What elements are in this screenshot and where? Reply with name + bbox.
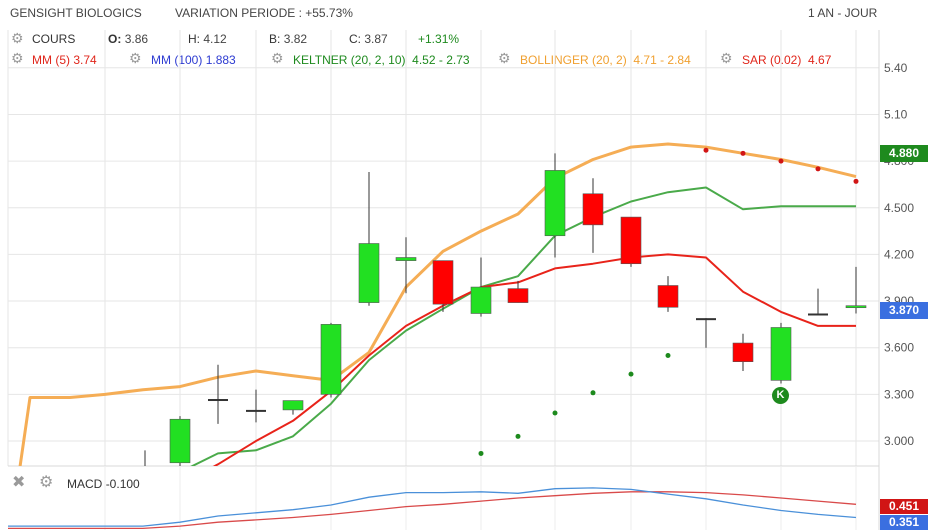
macd-close-icon[interactable]: ✖ (12, 474, 26, 491)
sar-dots (478, 147, 859, 456)
keltner-label: KELTNER (20, 2, 10) (293, 53, 406, 67)
sar-dot (815, 166, 821, 172)
y-tick-label: 4.500 (884, 201, 914, 215)
candle-body (208, 399, 228, 402)
candle-body (657, 285, 679, 308)
y-tick-label: 3.000 (884, 434, 914, 448)
mm5-indicator: MM (5) 3.74 (32, 53, 97, 67)
candle-body (395, 257, 417, 261)
sar-settings-gear-icon[interactable]: ⚙ (720, 50, 733, 66)
last-price-tag-green: 4.880 (880, 145, 928, 162)
mm100-settings-gear-icon[interactable]: ⚙ (129, 50, 142, 66)
last-price-tag-blue: 3.870 (880, 302, 928, 319)
candle-body (320, 324, 342, 395)
candle-body (432, 260, 454, 305)
indicator-lines (18, 142, 857, 466)
candle-body (845, 305, 867, 309)
sar-dot (740, 150, 746, 156)
close-value: 3.87 (364, 32, 388, 46)
low-value: 3.82 (283, 32, 308, 46)
low-label: B: (269, 32, 281, 46)
keltner-indicator: KELTNER (20, 2, 10) 4.52 - 2.73 (293, 53, 470, 67)
period-selector[interactable]: 1 AN - JOUR (808, 6, 878, 20)
candle-body (582, 193, 604, 226)
candle-body (808, 313, 828, 316)
y-tick-label: 3.300 (884, 387, 914, 401)
change-percent: +1.31% (418, 32, 460, 46)
company-name: GENSIGHT BIOLOGICS (10, 6, 142, 20)
y-tick-label: 3.600 (884, 341, 914, 355)
sar-dot (665, 352, 671, 358)
macd-line-tag: 0.351 (880, 515, 928, 530)
open-quote: O: 3.86 (108, 32, 148, 46)
high-label: H: (188, 32, 200, 46)
candle-body (282, 400, 304, 411)
y-tick-label: 5.40 (884, 61, 908, 75)
keltner-line (190, 186, 856, 466)
mm100-value: 1.883 (205, 53, 236, 67)
high-value: 4.12 (203, 32, 227, 46)
period-variation: VARIATION PERIODE : +55.73% (175, 6, 353, 20)
mm5-label: MM (5) (32, 53, 70, 67)
macd-signal-tag: 0.451 (880, 499, 928, 514)
mm100-indicator: MM (100) 1.883 (151, 53, 236, 67)
y-axis-ticks: 5.405.104.8004.5004.2003.9003.6003.3003.… (884, 61, 914, 448)
sar-dot (590, 390, 596, 396)
macd-line (8, 487, 857, 527)
sar-dot (478, 450, 484, 456)
sar-label: SAR (0.02) (742, 53, 802, 67)
keltner-settings-gear-icon[interactable]: ⚙ (271, 50, 284, 66)
macd-panel (8, 466, 857, 530)
candle-body (246, 409, 266, 412)
candle-body (169, 418, 191, 464)
sar-dot (778, 158, 784, 164)
close-label: C: (349, 32, 361, 46)
mm100-label: MM (100) (151, 53, 203, 67)
low-quote: B: 3.82 (269, 32, 307, 46)
sar-dot (515, 433, 521, 439)
cours-settings-gear-icon[interactable]: ⚙ (11, 30, 24, 46)
k-marker-badge[interactable]: K (772, 387, 789, 404)
candle-body (358, 243, 380, 303)
candle-body (770, 327, 792, 381)
candle-body (620, 216, 642, 265)
bollinger-settings-gear-icon[interactable]: ⚙ (498, 50, 511, 66)
sar-dot (703, 147, 709, 153)
mm5-settings-gear-icon[interactable]: ⚙ (11, 50, 24, 66)
candles (144, 153, 867, 466)
sar-dot (552, 410, 558, 416)
bollinger-line (18, 142, 857, 466)
cours-label: COURS (32, 32, 76, 46)
y-tick-label: 4.200 (884, 247, 914, 261)
open-value: 3.86 (124, 32, 149, 46)
macd-value: -0.100 (105, 477, 140, 491)
open-label: O: (108, 32, 122, 46)
macd-signal-line (8, 491, 857, 530)
bollinger-value: 4.71 - 2.84 (633, 53, 691, 67)
candle-body (696, 318, 716, 321)
candle-body (732, 342, 754, 362)
sar-indicator: SAR (0.02) 4.67 (742, 53, 831, 67)
bollinger-label: BOLLINGER (20, 2) (520, 53, 627, 67)
bollinger-indicator: BOLLINGER (20, 2) 4.71 - 2.84 (520, 53, 691, 67)
candle-body (470, 286, 492, 314)
macd-settings-gear-icon[interactable]: ⚙ (39, 474, 54, 491)
sar-dot (628, 371, 634, 377)
candle-body (507, 288, 529, 303)
high-quote: H: 4.12 (188, 32, 227, 46)
chart-grid (7, 30, 880, 530)
sar-value: 4.67 (808, 53, 832, 67)
mm5-value: 3.74 (73, 53, 97, 67)
macd-indicator: MACD -0.100 (67, 477, 140, 491)
keltner-value: 4.52 - 2.73 (412, 53, 470, 67)
sar-dot (853, 178, 859, 184)
y-tick-label: 5.10 (884, 107, 908, 121)
close-quote: C: 3.87 (349, 32, 388, 46)
macd-label: MACD (67, 477, 103, 491)
candle-body (544, 170, 566, 237)
